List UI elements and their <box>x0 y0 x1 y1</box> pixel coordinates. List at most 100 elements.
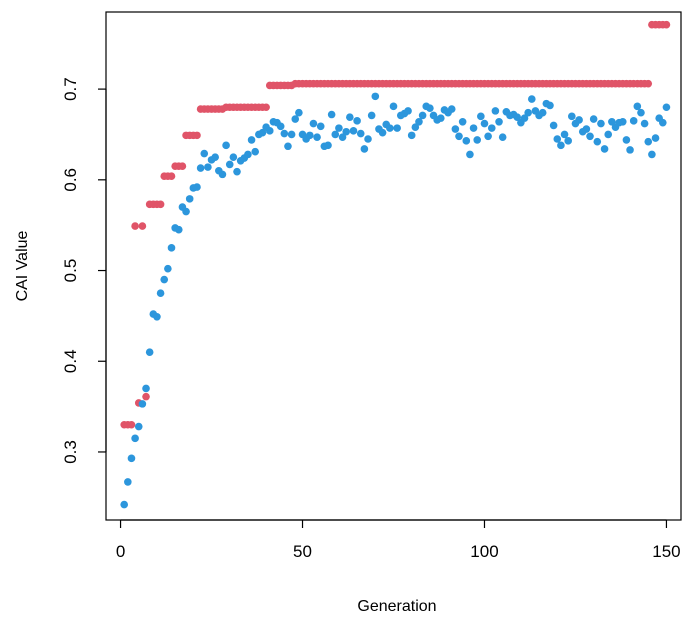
data-point <box>229 153 238 161</box>
data-point <box>393 124 401 132</box>
data-point <box>360 145 369 153</box>
data-point <box>193 131 201 140</box>
x-tick-label: 0 <box>116 542 125 561</box>
data-point <box>124 478 132 486</box>
data-point <box>204 163 212 171</box>
data-point <box>389 102 398 111</box>
data-point <box>447 105 456 113</box>
data-point <box>284 142 292 151</box>
data-point <box>127 420 136 429</box>
data-point <box>546 101 554 110</box>
data-point <box>473 136 482 144</box>
data-point <box>469 124 478 132</box>
data-point <box>258 128 267 137</box>
data-point <box>415 117 423 126</box>
x-tick-label: 100 <box>470 542 498 561</box>
data-point <box>484 132 492 141</box>
y-tick-label: 0.7 <box>61 77 80 101</box>
data-point <box>659 118 667 127</box>
data-point <box>120 500 128 509</box>
data-point <box>553 135 562 143</box>
data-point <box>305 131 314 140</box>
data-point <box>575 116 583 124</box>
data-point <box>276 122 285 131</box>
data-point <box>648 150 656 159</box>
data-point <box>145 348 154 356</box>
data-point <box>487 124 496 132</box>
data-point <box>455 132 463 141</box>
data-point <box>568 112 576 121</box>
data-point <box>644 137 653 146</box>
data-point <box>604 130 613 139</box>
x-tick-label: 150 <box>652 542 680 561</box>
data-point <box>164 264 172 273</box>
y-tick-label: 0.6 <box>61 168 80 192</box>
y-tick-label: 0.4 <box>61 349 80 373</box>
data-point <box>495 117 503 126</box>
y-tick-label: 0.3 <box>61 440 80 464</box>
data-point <box>593 137 602 146</box>
series-2 <box>120 92 671 509</box>
data-point <box>182 207 190 216</box>
data-point <box>629 117 638 125</box>
data-point <box>367 111 376 120</box>
data-point <box>364 135 372 143</box>
data-point <box>386 124 394 132</box>
data-point <box>622 136 631 144</box>
data-point <box>597 119 605 128</box>
data-point <box>222 141 230 150</box>
data-point <box>426 104 434 112</box>
data-point <box>244 150 252 159</box>
data-point <box>564 137 572 145</box>
data-point <box>411 123 420 132</box>
data-point <box>327 110 336 119</box>
data-point <box>138 222 147 230</box>
x-axis-title: Generation <box>357 598 436 615</box>
data-point <box>156 289 165 298</box>
data-point <box>200 149 209 158</box>
data-point <box>167 244 176 252</box>
data-point <box>404 107 412 115</box>
data-point <box>560 130 569 139</box>
plot-frame <box>105 11 682 521</box>
data-point <box>626 146 634 154</box>
data-point <box>138 400 147 408</box>
data-point <box>458 117 467 126</box>
data-point <box>418 111 427 120</box>
data-point <box>498 133 507 141</box>
data-point <box>346 113 354 122</box>
data-point <box>127 454 136 463</box>
data-point <box>491 107 500 115</box>
data-point <box>600 145 609 153</box>
data-point <box>142 384 150 393</box>
data-point <box>589 115 598 123</box>
data-point <box>131 434 139 443</box>
data-point <box>608 117 616 126</box>
data-point <box>131 222 139 230</box>
data-point <box>196 164 205 172</box>
data-point <box>633 102 642 111</box>
data-point <box>338 133 347 141</box>
data-point <box>549 121 558 130</box>
data-point <box>142 392 150 401</box>
data-point <box>160 275 169 284</box>
data-point <box>349 127 358 135</box>
data-point <box>174 225 183 234</box>
data-point <box>480 119 489 128</box>
data-point <box>233 167 241 176</box>
data-point <box>477 112 485 121</box>
data-point <box>185 195 194 203</box>
data-point <box>637 108 645 117</box>
data-point <box>295 108 303 117</box>
data-point <box>662 20 671 29</box>
data-point <box>462 137 471 145</box>
data-point <box>287 130 296 139</box>
data-point <box>662 103 671 112</box>
data-point <box>265 127 274 135</box>
series-1 <box>120 20 671 429</box>
data-point <box>309 119 318 128</box>
data-point <box>582 125 591 133</box>
data-point <box>291 115 300 123</box>
x-tick-label: 50 <box>293 542 312 561</box>
